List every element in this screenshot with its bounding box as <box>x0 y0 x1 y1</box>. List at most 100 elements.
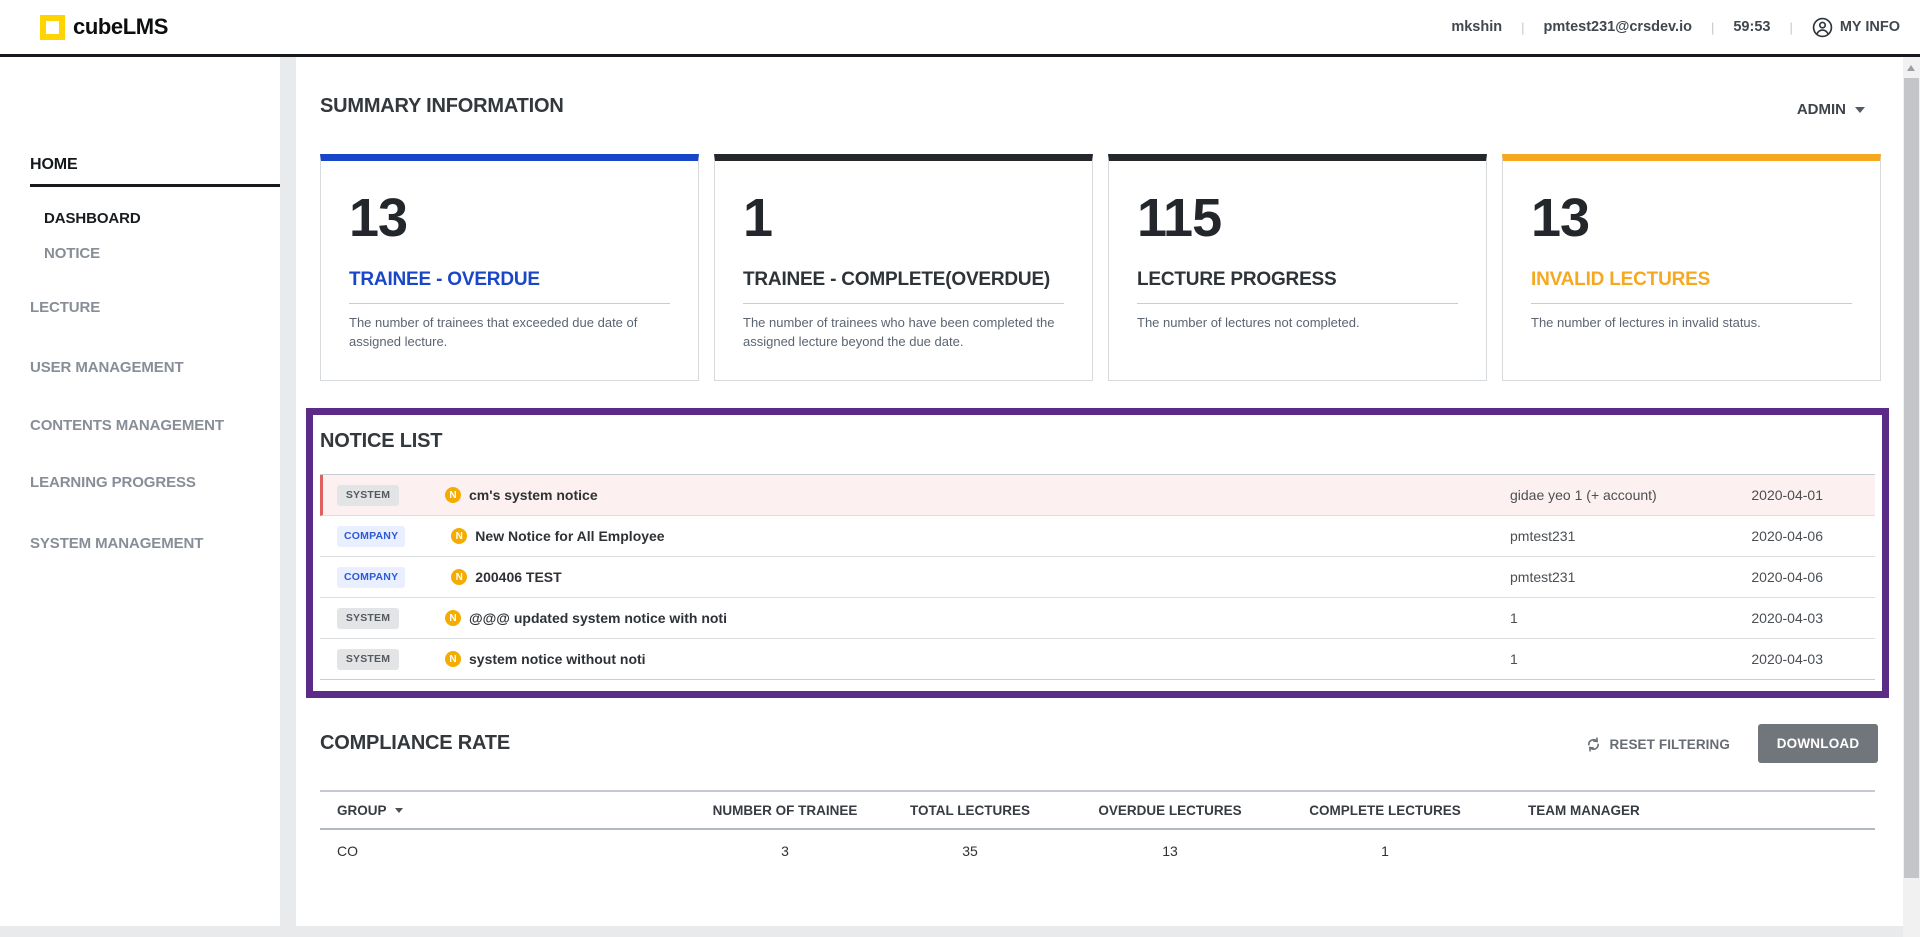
card-divider <box>1531 303 1852 304</box>
separator: | <box>1789 19 1793 35</box>
card-description: The number of trainees that exceeded due… <box>349 315 638 349</box>
notice-author: pmtest231 <box>1510 528 1576 544</box>
notice-type-badge: SYSTEM <box>337 484 399 506</box>
notice-list-highlight-box: NOTICE LIST SYSTEM N cm's system notice … <box>306 408 1889 698</box>
card-trainee-complete-overdue[interactable]: 1 TRAINEE - COMPLETE(OVERDUE) The number… <box>714 154 1093 381</box>
notice-type-badge: SYSTEM <box>337 648 399 670</box>
card-trainee-overdue[interactable]: 13 TRAINEE - OVERDUE The number of train… <box>320 154 699 381</box>
notice-title-text: New Notice for All Employee <box>475 528 665 544</box>
new-notice-icon: N <box>445 610 461 626</box>
notice-row[interactable]: COMPANY N 200406 TEST pmtest231 2020-04-… <box>320 557 1875 598</box>
sidebar: HOME DASHBOARD NOTICE LECTURE USER MANAG… <box>0 57 280 926</box>
my-info-button[interactable]: MY INFO <box>1812 17 1900 38</box>
new-notice-icon: N <box>445 651 461 667</box>
card-description: The number of lectures in invalid status… <box>1531 315 1761 330</box>
notice-date: 2020-04-06 <box>1751 528 1823 544</box>
chevron-down-icon <box>1855 106 1865 113</box>
sidebar-item-contents-management[interactable]: CONTENTS MANAGEMENT <box>30 417 224 434</box>
notice-title-text: 200406 TEST <box>475 569 562 585</box>
compliance-table: GROUP NUMBER OF TRAINEE TOTAL LECTURES O… <box>320 790 1875 871</box>
summary-cards: 13 TRAINEE - OVERDUE The number of train… <box>320 154 1881 381</box>
refresh-icon <box>1588 737 1600 752</box>
notice-row[interactable]: COMPANY N New Notice for All Employee pm… <box>320 516 1875 557</box>
notice-table: SYSTEM N cm's system notice gidae yeo 1 … <box>320 474 1875 680</box>
home-active-underline <box>30 184 280 187</box>
user-email: pmtest231@crsdev.io <box>1543 19 1692 35</box>
notice-author: gidae yeo 1 (+ account) <box>1510 487 1657 503</box>
separator: | <box>1521 19 1525 35</box>
card-description: The number of lectures not completed. <box>1137 315 1360 330</box>
notice-row[interactable]: SYSTEM N system notice without noti 1 20… <box>320 639 1875 680</box>
cell-complete: 1 <box>1381 842 1389 859</box>
notice-title-text: system notice without noti <box>469 651 646 667</box>
user-name: mkshin <box>1451 19 1503 35</box>
role-selector-value: ADMIN <box>1796 101 1846 118</box>
notice-author: pmtest231 <box>1510 569 1576 585</box>
person-icon <box>1812 17 1833 37</box>
column-header-group[interactable]: GROUP <box>320 803 700 818</box>
card-invalid-lectures[interactable]: 13 INVALID LECTURES The number of lectur… <box>1502 154 1881 381</box>
compliance-section-title: COMPLIANCE RATE <box>320 732 510 754</box>
sidebar-item-user-management[interactable]: USER MANAGEMENT <box>30 359 184 376</box>
notice-date: 2020-04-03 <box>1751 651 1823 667</box>
sidebar-item-system-management[interactable]: SYSTEM MANAGEMENT <box>30 535 204 552</box>
card-label: TRAINEE - COMPLETE(OVERDUE) <box>743 269 1051 290</box>
notice-type-badge: COMPANY <box>337 566 406 588</box>
notice-section-title: NOTICE LIST <box>320 430 443 452</box>
sidebar-item-learning-progress[interactable]: LEARNING PROGRESS <box>30 474 196 491</box>
compliance-table-header: GROUP NUMBER OF TRAINEE TOTAL LECTURES O… <box>320 790 1875 830</box>
new-notice-icon: N <box>451 528 468 544</box>
logo-cube-text: cube <box>73 14 123 39</box>
card-value: 1 <box>743 188 773 248</box>
cell-overdue: 13 <box>1162 842 1178 859</box>
sidebar-item-notice[interactable]: NOTICE <box>44 245 101 262</box>
column-header-overdue-lectures: OVERDUE LECTURES <box>1098 802 1242 818</box>
compliance-table-row: CO 3 35 13 1 <box>320 830 1875 871</box>
sidebar-item-home[interactable]: HOME <box>30 156 78 173</box>
main-content: SUMMARY INFORMATION ADMIN 13 TRAINEE - O… <box>296 57 1903 926</box>
vertical-scrollbar[interactable] <box>1903 57 1920 937</box>
cell-group: CO <box>337 842 358 859</box>
notice-title-text: cm's system notice <box>469 487 598 503</box>
reset-filtering-button[interactable]: RESET FILTERING <box>1586 737 1730 752</box>
sort-caret-icon <box>394 807 403 813</box>
notice-type-badge: SYSTEM <box>337 607 399 629</box>
card-label: TRAINEE - OVERDUE <box>349 269 540 290</box>
separator: | <box>1710 19 1715 35</box>
card-value: 13 <box>349 188 408 248</box>
column-header-complete-lectures: COMPLETE LECTURES <box>1309 802 1461 818</box>
card-divider <box>349 303 670 304</box>
download-button[interactable]: DOWNLOAD <box>1758 724 1878 763</box>
notice-author: 1 <box>1510 651 1518 667</box>
new-notice-icon: N <box>451 569 468 585</box>
notice-author: 1 <box>1510 610 1518 626</box>
card-lecture-progress[interactable]: 115 LECTURE PROGRESS The number of lectu… <box>1108 154 1487 381</box>
scrollbar-thumb[interactable] <box>1904 78 1919 878</box>
notice-title-text: @@@ updated system notice with noti <box>469 610 727 626</box>
card-label: INVALID LECTURES <box>1531 269 1711 290</box>
notice-type-badge: COMPANY <box>337 525 406 547</box>
new-notice-icon: N <box>445 487 461 503</box>
role-selector-dropdown[interactable]: ADMIN <box>1797 101 1865 118</box>
sidebar-item-lecture[interactable]: LECTURE <box>30 299 101 316</box>
notice-row[interactable]: SYSTEM N @@@ updated system notice with … <box>320 598 1875 639</box>
notice-date: 2020-04-01 <box>1751 487 1823 503</box>
column-header-number-of-trainee: NUMBER OF TRAINEE <box>712 802 858 818</box>
card-description: The number of trainees who have been com… <box>743 315 1055 349</box>
top-bar: cubeLMS mkshin | pmtest231@crsdev.io | 5… <box>0 0 1920 57</box>
card-divider <box>1137 303 1458 304</box>
logo[interactable]: cubeLMS <box>40 0 168 54</box>
column-header-team-manager: TEAM MANAGER <box>1528 802 1640 818</box>
scrollbar-up-arrow-icon[interactable] <box>1907 65 1915 71</box>
logo-lms-text: LMS <box>122 14 169 39</box>
card-divider <box>743 303 1064 304</box>
session-timer: 59:53 <box>1733 19 1771 35</box>
card-value: 13 <box>1531 188 1590 248</box>
card-value: 115 <box>1137 188 1222 248</box>
column-header-label: GROUP <box>337 802 387 818</box>
notice-row[interactable]: SYSTEM N cm's system notice gidae yeo 1 … <box>320 475 1875 516</box>
notice-date: 2020-04-03 <box>1751 610 1823 626</box>
sidebar-item-dashboard[interactable]: DASHBOARD <box>44 210 141 227</box>
cube-logo-icon <box>40 14 65 40</box>
